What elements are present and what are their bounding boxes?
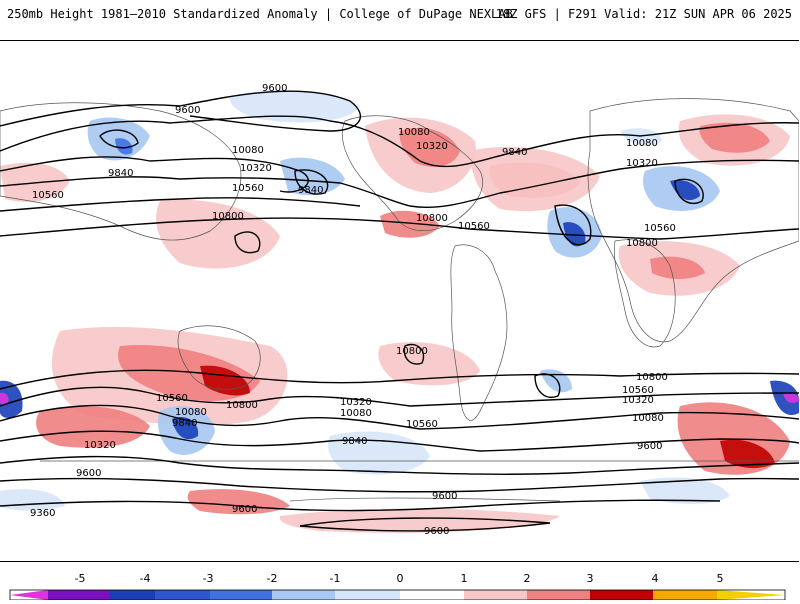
contour-label: 10560 (156, 393, 188, 404)
colorbar-segment (464, 590, 527, 600)
contour-label: 10080 (626, 138, 658, 149)
contour-label: 9600 (432, 491, 457, 502)
colorbar-tick: -1 (329, 572, 341, 585)
colorbar-tick: -2 (266, 572, 278, 585)
product-title: 250mb Height 1981–2010 Standardized Anom… (7, 7, 513, 21)
colorbar-segment (110, 590, 155, 600)
colorbar-tick: 2 (523, 572, 531, 585)
colorbar-tick: -3 (202, 572, 214, 585)
colorbar-segment (335, 590, 400, 600)
contour-label: 9600 (232, 504, 257, 515)
map-svg: 9600 9600 9840 10080 10320 10560 10800 9… (0, 41, 799, 561)
contour-label: 10320 (340, 397, 372, 408)
contour-label: 9840 (502, 147, 527, 158)
colorbar-segment (48, 590, 110, 600)
contour-label: 10080 (340, 408, 372, 419)
colorbar-segments (9, 589, 786, 601)
contour-label: 10080 (398, 127, 430, 138)
positive-anomaly-shading (0, 114, 790, 533)
contour-label: 10800 (416, 213, 448, 224)
contour-label: 10560 (406, 419, 438, 430)
contour-label: 10320 (626, 158, 658, 169)
colorbar-segment (400, 590, 464, 600)
contour-label: 9600 (76, 468, 101, 479)
contour-label: 10560 (232, 183, 264, 194)
colorbar-segment (10, 590, 48, 600)
contour-label: 10080 (175, 407, 207, 418)
colorbar-tick: -4 (139, 572, 151, 585)
negative-anomaly-shading (0, 90, 799, 511)
colorbar-tick: 4 (651, 572, 659, 585)
colorbar-segment (717, 590, 785, 600)
contour-label: 10320 (416, 141, 448, 152)
colorbar-tick: 0 (396, 572, 404, 585)
contour-label: 10800 (212, 211, 244, 222)
contour-label: 9600 (424, 526, 449, 537)
contour-label: 10800 (396, 346, 428, 357)
contour-label: 9840 (108, 168, 133, 179)
colorbar-tick: 3 (586, 572, 594, 585)
contour-label: 10800 (626, 238, 658, 249)
contour-label: 9840 (342, 436, 367, 447)
contour-labels: 9600 9600 9840 10080 10320 10560 10800 9… (30, 83, 676, 537)
colorbar-segment (155, 590, 210, 600)
contour-label: 9360 (30, 508, 55, 519)
contour-label: 10080 (632, 413, 664, 424)
contour-label: 10800 (226, 400, 258, 411)
height-contours (0, 90, 799, 532)
colorbar-svg (9, 589, 786, 601)
title-bar: 250mb Height 1981–2010 Standardized Anom… (0, 0, 800, 30)
colorbar-tick: -5 (74, 572, 86, 585)
anomaly-map[interactable]: 9600 9600 9840 10080 10320 10560 10800 9… (0, 40, 799, 562)
colorbar-tick: 1 (460, 572, 468, 585)
contour-label: 10560 (644, 223, 676, 234)
contour-label: 9600 (175, 105, 200, 116)
contour-label: 9840 (172, 418, 197, 429)
colorbar-segment (210, 590, 272, 600)
contour-label: 10800 (636, 372, 668, 383)
contour-label: 10560 (32, 190, 64, 201)
contour-label: 9600 (262, 83, 287, 94)
valid-time: 18Z GFS | F291 Valid: 21Z SUN APR 06 202… (495, 7, 792, 21)
anomaly-colorbar: -5 -4 -3 -2 -1 0 1 2 3 4 5 (0, 568, 800, 601)
colorbar-segment (653, 590, 717, 600)
colorbar-segment (272, 590, 335, 600)
contour-label: 10320 (622, 395, 654, 406)
contour-label: 10560 (622, 385, 654, 396)
colorbar-segment (527, 590, 590, 600)
contour-label: 10320 (240, 163, 272, 174)
contour-label: 9840 (298, 185, 323, 196)
colorbar-tick: 5 (716, 572, 724, 585)
contour-label: 10320 (84, 440, 116, 451)
colorbar-segment (590, 590, 653, 600)
contour-label: 9600 (637, 441, 662, 452)
contour-label: 10080 (232, 145, 264, 156)
contour-label: 10560 (458, 221, 490, 232)
